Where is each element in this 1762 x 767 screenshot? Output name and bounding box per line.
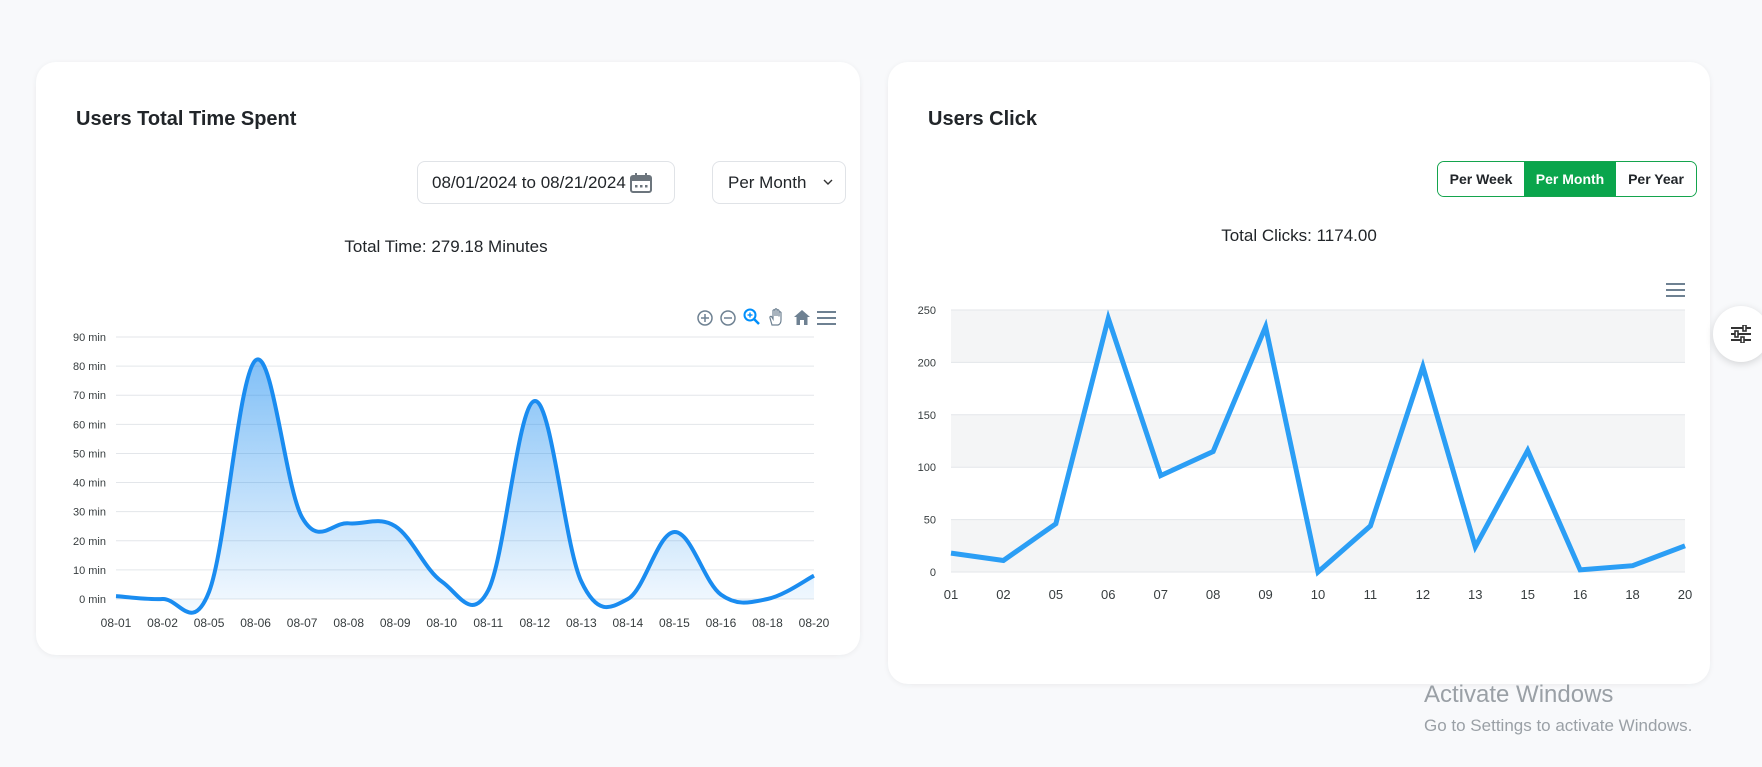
settings-fab-button[interactable]: [1713, 306, 1762, 362]
per-year-button[interactable]: Per Year: [1616, 162, 1696, 196]
y-tick-label: 60 min: [73, 419, 106, 431]
x-tick-label: 08-09: [380, 616, 411, 630]
y-tick-label: 40 min: [73, 478, 106, 490]
y-tick-label: 80 min: [73, 361, 106, 373]
y-tick-label: 70 min: [73, 390, 106, 402]
y-tick-label: 100: [918, 462, 936, 474]
calendar-icon[interactable]: [630, 173, 652, 193]
period-button-group: Per Week Per Month Per Year: [1437, 161, 1697, 197]
x-tick-label: 15: [1520, 587, 1534, 602]
x-tick-label: 07: [1153, 587, 1167, 602]
per-month-button[interactable]: Per Month: [1524, 162, 1616, 196]
x-tick-label: 05: [1049, 587, 1063, 602]
y-tick-label: 50 min: [73, 448, 106, 460]
x-tick-label: 10: [1311, 587, 1325, 602]
users-click-chart: 0 50 100 150 200 250 01 02 05 06 07 08 09 10 11 12 13 15 1…: [918, 305, 1693, 602]
x-tick-label: 16: [1573, 587, 1587, 602]
per-week-button[interactable]: Per Week: [1438, 162, 1524, 196]
x-tick-label: 08-12: [519, 616, 550, 630]
y-tick-label: 20 min: [73, 536, 106, 548]
y-tick-label: 150: [918, 410, 936, 422]
x-tick-label: 18: [1625, 587, 1639, 602]
y-tick-label: 250: [918, 305, 936, 317]
time-card-title: Users Total Time Spent: [76, 108, 297, 130]
x-tick-label: 09: [1258, 587, 1272, 602]
x-tick-label: 08-01: [101, 616, 132, 630]
x-tick-label: 08-11: [473, 616, 503, 630]
x-tick-label: 08-06: [240, 616, 271, 630]
period-select-value: Per Month: [728, 172, 807, 192]
zoom-in-icon[interactable]: [696, 309, 714, 327]
y-tick-label: 50: [924, 515, 936, 527]
x-tick-label: 08: [1206, 587, 1220, 602]
x-tick-label: 02: [996, 587, 1010, 602]
x-tick-label: 08-16: [706, 616, 737, 630]
date-range-value: 08/01/2024 to 08/21/2024: [432, 172, 626, 192]
period-select[interactable]: Per Month: [712, 161, 846, 204]
x-tick-label: 08-14: [613, 616, 644, 630]
x-tick-label: 08-20: [799, 616, 830, 630]
x-tick-label: 08-08: [333, 616, 364, 630]
users-click-card: Users Click Per Week Per Month Per Year …: [888, 62, 1710, 684]
x-tick-label: 08-15: [659, 616, 690, 630]
y-tick-label: 0 min: [79, 594, 106, 606]
activate-windows-subtitle: Go to Settings to activate Windows.: [1424, 716, 1693, 735]
y-tick-label: 30 min: [73, 507, 106, 519]
y-tick-label: 0: [930, 567, 936, 579]
x-tick-label: 08-10: [426, 616, 457, 630]
y-tick-label: 200: [918, 357, 936, 369]
x-tick-label: 08-18: [752, 616, 783, 630]
menu-icon[interactable]: [1666, 283, 1685, 297]
date-range-input[interactable]: 08/01/2024 to 08/21/2024: [417, 161, 675, 204]
x-tick-label: 11: [1364, 587, 1378, 602]
selection-zoom-icon[interactable]: [743, 308, 761, 326]
home-reset-icon[interactable]: [793, 309, 811, 326]
menu-icon[interactable]: [817, 311, 836, 325]
pan-hand-icon[interactable]: [767, 307, 785, 327]
total-time-text: Total Time: 279.18 Minutes: [344, 237, 548, 256]
time-spent-chart: 0 min 10 min 20 min 30 min 40 min 50 min 60 mi…: [73, 332, 830, 630]
zoom-out-icon[interactable]: [719, 309, 737, 327]
grid-band: [951, 414, 1685, 468]
clicks-card-title: Users Click: [928, 108, 1037, 130]
time-spent-card: Users Total Time Spent 08/01/2024 to 08/…: [36, 62, 860, 655]
x-tick-label: 12: [1416, 587, 1430, 602]
area-fill: [116, 359, 814, 613]
x-tick-label: 08-02: [147, 616, 178, 630]
x-tick-label: 08-05: [194, 616, 225, 630]
x-tick-label: 08-07: [287, 616, 318, 630]
x-tick-label: 06: [1101, 587, 1115, 602]
x-tick-label: 01: [944, 587, 958, 602]
x-tick-label: 20: [1678, 587, 1692, 602]
y-tick-label: 90 min: [73, 332, 106, 344]
activate-windows-title: Activate Windows: [1424, 681, 1614, 708]
sliders-icon: [1731, 325, 1751, 343]
chevron-down-icon: [823, 179, 833, 185]
y-tick-label: 10 min: [73, 565, 106, 577]
x-tick-label: 13: [1468, 587, 1482, 602]
total-clicks-text: Total Clicks: 1174.00: [1221, 226, 1377, 245]
x-tick-label: 08-13: [566, 616, 597, 630]
grid-band: [951, 310, 1685, 363]
